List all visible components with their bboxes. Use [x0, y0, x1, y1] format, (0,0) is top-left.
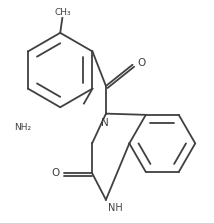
Text: O: O: [51, 168, 59, 178]
Text: CH₃: CH₃: [54, 8, 71, 17]
Text: N: N: [101, 118, 109, 128]
Text: NH: NH: [108, 203, 123, 213]
Text: NH₂: NH₂: [15, 123, 32, 132]
Text: O: O: [138, 58, 146, 68]
